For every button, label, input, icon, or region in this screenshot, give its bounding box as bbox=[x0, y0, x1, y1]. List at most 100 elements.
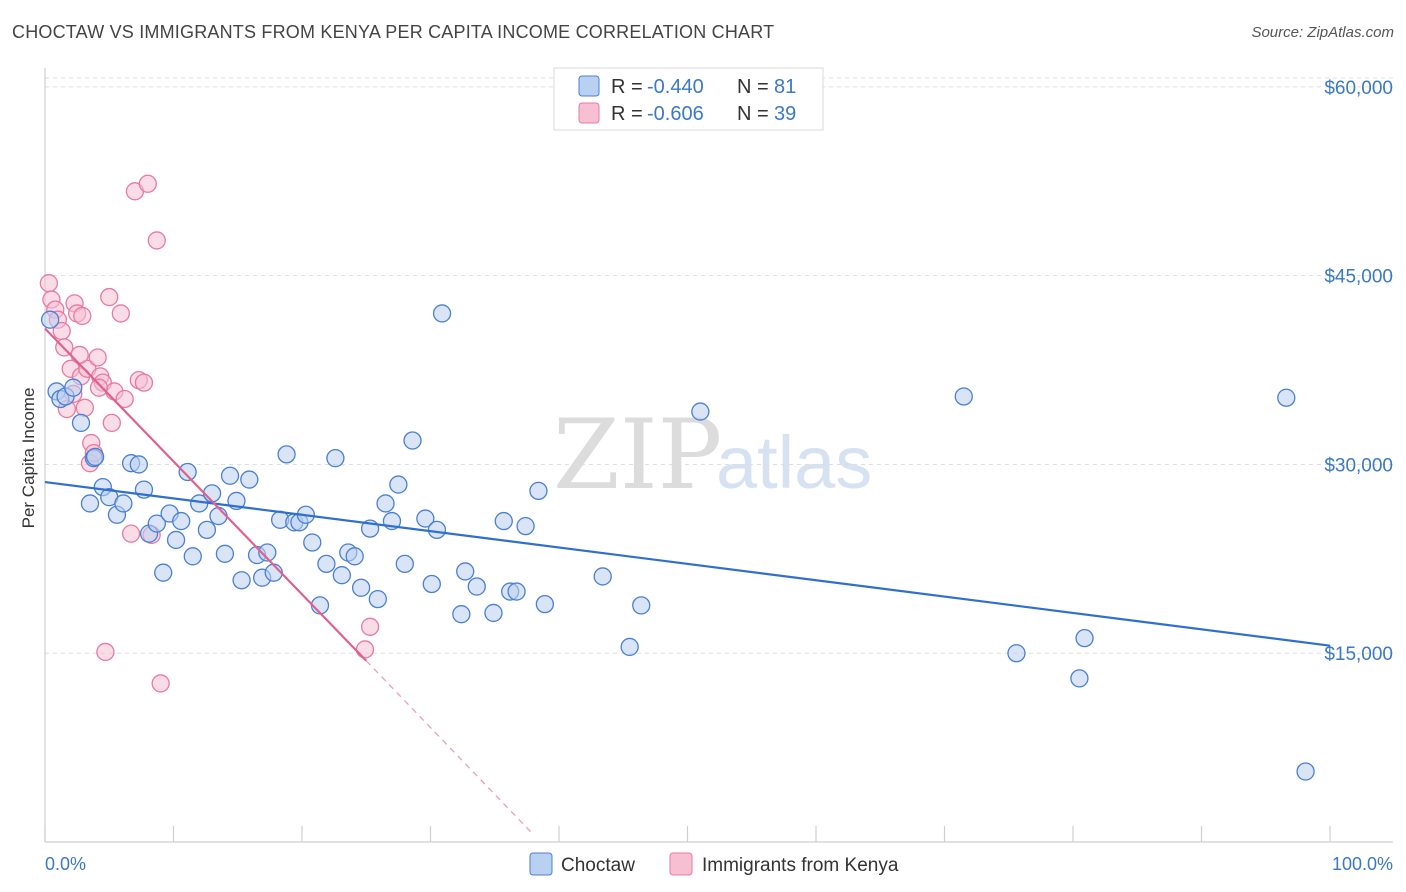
choctaw-point bbox=[1075, 628, 1094, 648]
legend-n-label-1: N = bbox=[737, 76, 769, 98]
kenya-point bbox=[96, 642, 115, 662]
series-kenya-points bbox=[39, 174, 380, 693]
kenya-point bbox=[88, 348, 107, 367]
choctaw-point bbox=[258, 543, 277, 562]
kenya-point bbox=[151, 674, 170, 693]
choctaw-point bbox=[209, 506, 228, 526]
choctaw-point bbox=[452, 605, 471, 624]
choctaw-point bbox=[632, 596, 651, 615]
kenya-point bbox=[360, 617, 380, 636]
legend-r-label-2: R = bbox=[611, 103, 643, 125]
kenya-trend-extension bbox=[365, 660, 534, 835]
choctaw-point bbox=[114, 494, 133, 513]
kenya-point bbox=[147, 231, 166, 250]
choctaw-point bbox=[80, 494, 100, 513]
choctaw-point bbox=[593, 567, 612, 586]
bottom-legend-swatch-choctaw bbox=[529, 852, 553, 876]
choctaw-point bbox=[484, 603, 503, 623]
choctaw-point bbox=[1277, 388, 1296, 407]
choctaw-point bbox=[232, 571, 251, 590]
y-tick-label: $60,000 bbox=[1324, 78, 1393, 99]
y-tick-labels: $15,000 $30,000 $45,000 $60,000 bbox=[1324, 78, 1393, 665]
legend-n-value-2: 39 bbox=[774, 103, 796, 125]
choctaw-point bbox=[220, 466, 240, 485]
kenya-point bbox=[73, 306, 92, 326]
choctaw-point bbox=[494, 511, 513, 531]
kenya-point bbox=[111, 304, 130, 323]
x-tick-label-min: 0.0% bbox=[45, 854, 86, 874]
watermark-atlas: atlas bbox=[716, 421, 872, 504]
legend-r-label-1: R = bbox=[611, 76, 643, 98]
bottom-legend-label-kenya: Immigrants from Kenya bbox=[702, 855, 899, 876]
choctaw-point bbox=[40, 310, 60, 329]
legend-r-value-1: -0.440 bbox=[647, 76, 704, 98]
choctaw-point bbox=[507, 582, 526, 601]
bottom-legend-swatch-kenya bbox=[669, 852, 693, 876]
kenya-point bbox=[121, 524, 141, 543]
kenya-point bbox=[89, 378, 109, 397]
choctaw-point bbox=[395, 554, 414, 574]
choctaw-point bbox=[432, 304, 452, 323]
y-tick-label: $30,000 bbox=[1324, 455, 1393, 476]
kenya-point bbox=[102, 413, 121, 433]
choctaw-point bbox=[1007, 644, 1026, 663]
x-tick-label-max: 100.0% bbox=[1332, 854, 1393, 874]
choctaw-point bbox=[422, 574, 441, 594]
choctaw-point bbox=[317, 554, 336, 574]
choctaw-point bbox=[389, 475, 408, 494]
choctaw-point bbox=[71, 413, 91, 433]
trend-lines bbox=[44, 327, 1331, 835]
choctaw-point bbox=[277, 445, 296, 464]
choctaw-point bbox=[691, 402, 710, 421]
choctaw-point bbox=[332, 566, 351, 585]
choctaw-point bbox=[183, 547, 202, 566]
choctaw-point bbox=[166, 530, 186, 550]
choctaw-point bbox=[529, 481, 548, 501]
kenya-point bbox=[115, 389, 134, 409]
choctaw-trend-line bbox=[44, 480, 1331, 647]
choctaw-point bbox=[147, 514, 166, 533]
legend-box: R = -0.440 N = 81 R = -0.606 N = 39 bbox=[553, 67, 824, 131]
choctaw-point bbox=[85, 447, 105, 467]
choctaw-point bbox=[1070, 669, 1089, 688]
kenya-point bbox=[138, 174, 157, 193]
choctaw-point bbox=[1296, 762, 1315, 781]
bottom-legend-label-choctaw: Choctaw bbox=[561, 855, 635, 876]
chart-source: Source: ZipAtlas.com bbox=[1251, 24, 1394, 41]
kenya-point bbox=[75, 398, 94, 417]
choctaw-point bbox=[345, 547, 364, 566]
legend-swatch-kenya bbox=[578, 102, 600, 124]
choctaw-point bbox=[456, 562, 475, 581]
choctaw-point bbox=[215, 544, 235, 563]
bottom-legend: Choctaw Immigrants from Kenya bbox=[529, 852, 899, 876]
choctaw-point bbox=[416, 509, 435, 528]
x-tick-marks bbox=[44, 826, 1331, 842]
kenya-point bbox=[134, 373, 154, 392]
chart-title: CHOCTAW VS IMMIGRANTS FROM KENYA PER CAP… bbox=[12, 22, 775, 42]
choctaw-point bbox=[467, 577, 486, 596]
legend-swatch-choctaw bbox=[578, 75, 600, 97]
choctaw-point bbox=[178, 462, 197, 482]
legend-n-label-2: N = bbox=[737, 103, 769, 125]
choctaw-point bbox=[954, 387, 973, 406]
legend-n-value-1: 81 bbox=[774, 76, 796, 98]
choctaw-point bbox=[516, 516, 535, 536]
y-tick-label: $45,000 bbox=[1324, 267, 1393, 288]
choctaw-point bbox=[154, 563, 173, 582]
choctaw-point bbox=[376, 494, 395, 513]
choctaw-point bbox=[240, 470, 259, 489]
choctaw-point bbox=[129, 455, 148, 474]
choctaw-point bbox=[64, 378, 83, 397]
choctaw-point bbox=[620, 637, 639, 657]
choctaw-point bbox=[351, 578, 371, 597]
choctaw-point bbox=[303, 533, 322, 552]
y-axis-label: Per Capita Income bbox=[19, 388, 38, 529]
kenya-point bbox=[39, 274, 59, 293]
kenya-point bbox=[70, 345, 89, 365]
choctaw-point bbox=[368, 589, 387, 609]
kenya-trend-line bbox=[44, 327, 368, 662]
choctaw-point bbox=[172, 511, 191, 531]
choctaw-point bbox=[403, 431, 422, 450]
choctaw-point bbox=[326, 448, 345, 468]
